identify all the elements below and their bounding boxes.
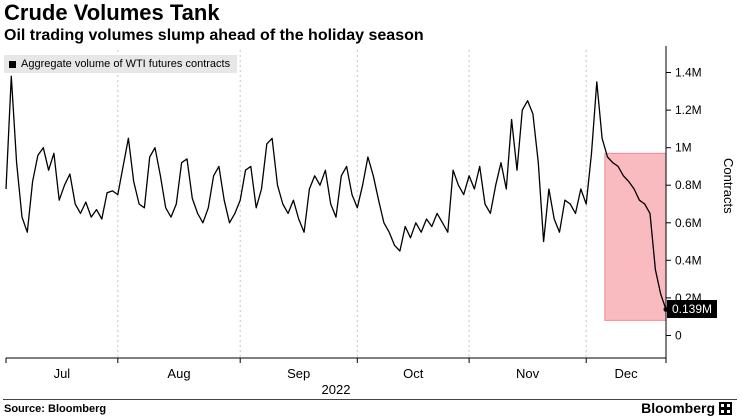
chart-title: Crude Volumes Tank — [4, 0, 220, 25]
svg-text:Dec: Dec — [615, 366, 639, 381]
svg-text:Sep: Sep — [287, 366, 310, 381]
chart-subtitle: Oil trading volumes slump ahead of the h… — [4, 27, 424, 44]
svg-text:0: 0 — [675, 329, 682, 343]
svg-text:Nov: Nov — [516, 366, 540, 381]
bloomberg-terminal-icon — [719, 401, 732, 415]
highlight-region — [604, 152, 667, 321]
x-axis: Jul Aug Sep Oct Nov Dec 2022 — [5, 357, 667, 397]
svg-text:0.4M: 0.4M — [675, 253, 702, 267]
legend-label: Aggregate volume of WTI futures contract… — [21, 58, 231, 70]
y-axis-title: Contracts — [721, 158, 736, 214]
svg-text:Jul: Jul — [54, 366, 71, 381]
svg-text:1.4M: 1.4M — [675, 66, 702, 80]
svg-text:1.2M: 1.2M — [675, 103, 702, 117]
volume-line — [5, 75, 667, 310]
bloomberg-logo: Bloomberg — [641, 400, 732, 416]
svg-text:1M: 1M — [675, 141, 692, 155]
gridlines — [117, 50, 587, 358]
source-credit: Source: Bloomberg — [4, 403, 107, 415]
svg-text:0.6M: 0.6M — [675, 216, 702, 230]
svg-text:Aug: Aug — [167, 366, 190, 381]
bloomberg-wordmark: Bloomberg — [641, 400, 715, 416]
footer-divider — [3, 399, 737, 400]
chart-legend: Aggregate volume of WTI futures contract… — [4, 55, 238, 73]
svg-text:Oct: Oct — [403, 366, 424, 381]
legend-marker-icon — [9, 60, 16, 68]
last-value-label: 0.139M — [667, 300, 718, 318]
x-axis-year-label: 2022 — [322, 382, 351, 397]
svg-text:0.8M: 0.8M — [675, 178, 702, 192]
